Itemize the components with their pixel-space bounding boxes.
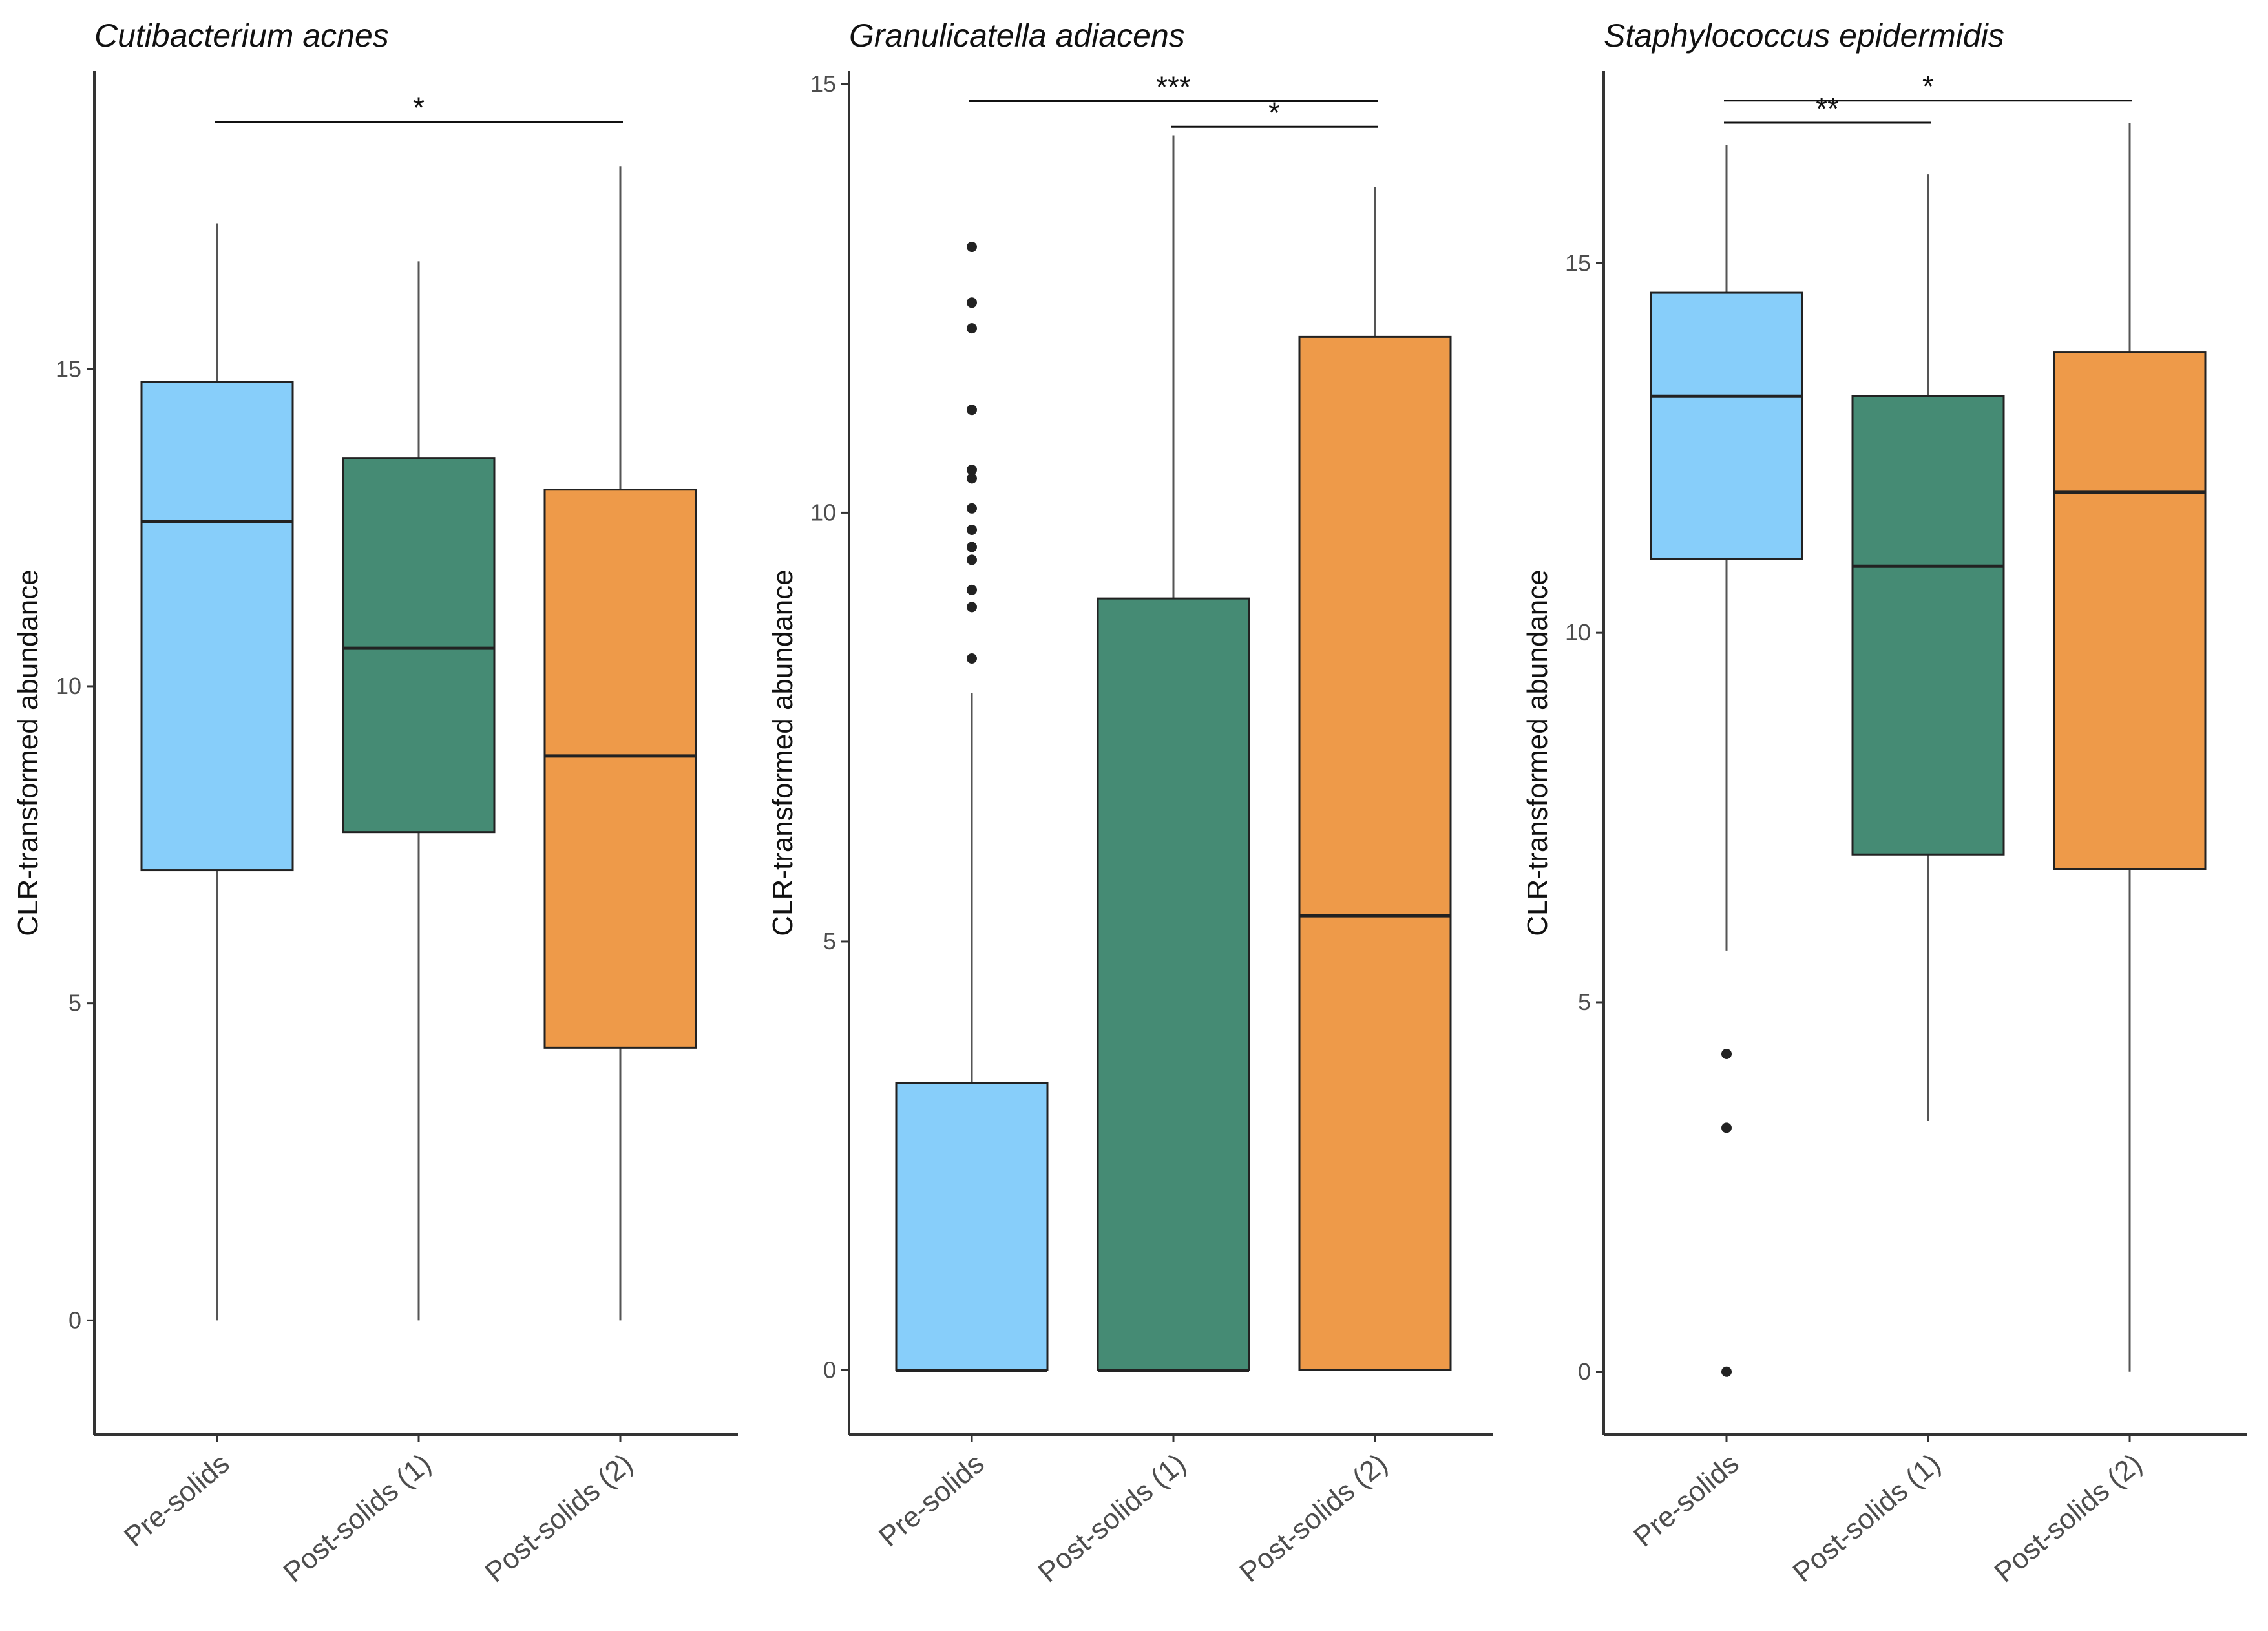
box-pre-solids xyxy=(1651,145,1802,1376)
outlier-point xyxy=(1721,1049,1732,1059)
y-axis-title: CLR-transformed abundance xyxy=(1522,569,1553,936)
box-post-solids-2 xyxy=(2054,123,2205,1372)
panel-title: Granulicatella adiacens xyxy=(849,17,1185,54)
y-tick-label: 5 xyxy=(68,990,81,1016)
iqr-box xyxy=(545,490,696,1048)
y-tick-label: 0 xyxy=(823,1356,836,1383)
x-tick-label-pre-solids: Pre-solids xyxy=(1628,1447,1745,1553)
significance-label: * xyxy=(1922,70,1934,103)
iqr-box xyxy=(142,382,293,870)
x-tick-label-post-solids-2: Post-solids (2) xyxy=(1234,1447,1394,1588)
box-post-solids-1 xyxy=(1098,136,1249,1371)
box-post-solids-2 xyxy=(1299,187,1451,1370)
significance-label: * xyxy=(413,91,425,125)
box-post-solids-1 xyxy=(1853,174,2004,1121)
y-tick-label: 10 xyxy=(1565,619,1591,646)
panel-cutibacterium-acnes: Cutibacterium acnes CLR-transformed abund… xyxy=(12,17,738,1588)
x-tick-label-post-solids-1: Post-solids (1) xyxy=(1033,1447,1192,1588)
significance-label: * xyxy=(1268,96,1280,129)
box-pre-solids xyxy=(142,224,293,1321)
x-tick-label-post-solids-1: Post-solids (1) xyxy=(1787,1447,1947,1588)
outlier-point xyxy=(967,323,977,333)
outlier-point xyxy=(967,585,977,595)
outlier-point xyxy=(1721,1122,1732,1133)
x-tick-label-post-solids-1: Post-solids (1) xyxy=(278,1447,437,1588)
iqr-box xyxy=(1853,396,2004,854)
x-tick-label-post-solids-2: Post-solids (2) xyxy=(479,1447,639,1588)
outlier-point xyxy=(967,602,977,612)
significance-label: *** xyxy=(1156,70,1191,103)
panel-staphylococcus-epidermidis: Staphylococcus epidermidis CLR-transforme… xyxy=(1522,17,2247,1588)
iqr-box xyxy=(1299,337,1451,1370)
outlier-point xyxy=(967,405,977,415)
y-tick-label: 0 xyxy=(68,1307,81,1333)
x-tick-label-pre-solids: Pre-solids xyxy=(873,1447,990,1553)
y-axis-title: CLR-transformed abundance xyxy=(12,569,44,936)
y-tick-label: 10 xyxy=(56,673,81,699)
y-tick-label: 5 xyxy=(823,928,836,954)
outlier-point xyxy=(967,297,977,308)
y-axis-title: CLR-transformed abundance xyxy=(767,569,799,936)
outlier-point xyxy=(967,653,977,664)
iqr-box xyxy=(2054,352,2205,870)
y-tick-label: 5 xyxy=(1578,989,1591,1015)
box-post-solids-1 xyxy=(343,261,494,1320)
x-tick-label-pre-solids: Pre-solids xyxy=(118,1447,235,1553)
iqr-box xyxy=(1098,598,1249,1370)
iqr-box xyxy=(343,458,494,832)
iqr-box xyxy=(896,1083,1047,1371)
y-tick-label: 0 xyxy=(1578,1358,1591,1385)
iqr-box xyxy=(1651,293,1802,559)
y-tick-label: 15 xyxy=(810,70,836,97)
significance-label: ** xyxy=(1816,92,1839,125)
outlier-point xyxy=(967,242,977,252)
y-tick-label: 15 xyxy=(56,355,81,382)
boxplot-figure: Cutibacterium acnes CLR-transformed abund… xyxy=(0,0,2268,1631)
y-tick-label: 15 xyxy=(1565,249,1591,276)
box-post-solids-2 xyxy=(545,166,696,1320)
y-tick-label: 10 xyxy=(810,499,836,525)
outlier-point xyxy=(967,542,977,552)
panel-granulicatella-adiacens: Granulicatella adiacens CLR-transformed a… xyxy=(767,17,1493,1588)
panel-title: Cutibacterium acnes xyxy=(94,17,389,54)
outlier-point xyxy=(967,554,977,565)
box-pre-solids xyxy=(896,242,1047,1370)
outlier-point xyxy=(967,525,977,535)
outlier-point xyxy=(967,503,977,514)
outlier-point xyxy=(1721,1367,1732,1377)
outlier-point xyxy=(967,465,977,475)
x-tick-label-post-solids-2: Post-solids (2) xyxy=(1989,1447,2148,1588)
panel-title: Staphylococcus epidermidis xyxy=(1604,17,2004,54)
